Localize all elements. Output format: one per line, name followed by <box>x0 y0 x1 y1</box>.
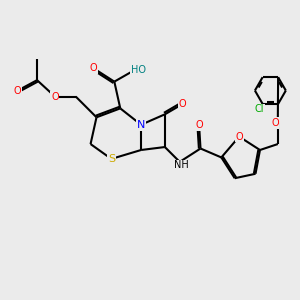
Text: O: O <box>90 63 97 73</box>
Text: N: N <box>137 120 145 130</box>
Text: NH: NH <box>174 160 189 170</box>
Text: O: O <box>271 118 279 128</box>
Text: O: O <box>14 85 22 96</box>
Text: O: O <box>179 99 187 109</box>
Text: O: O <box>51 92 59 101</box>
Text: S: S <box>108 154 115 164</box>
Text: O: O <box>195 120 203 130</box>
Text: HO: HO <box>130 65 146 75</box>
Text: Cl: Cl <box>255 104 264 114</box>
Text: O: O <box>236 132 243 142</box>
